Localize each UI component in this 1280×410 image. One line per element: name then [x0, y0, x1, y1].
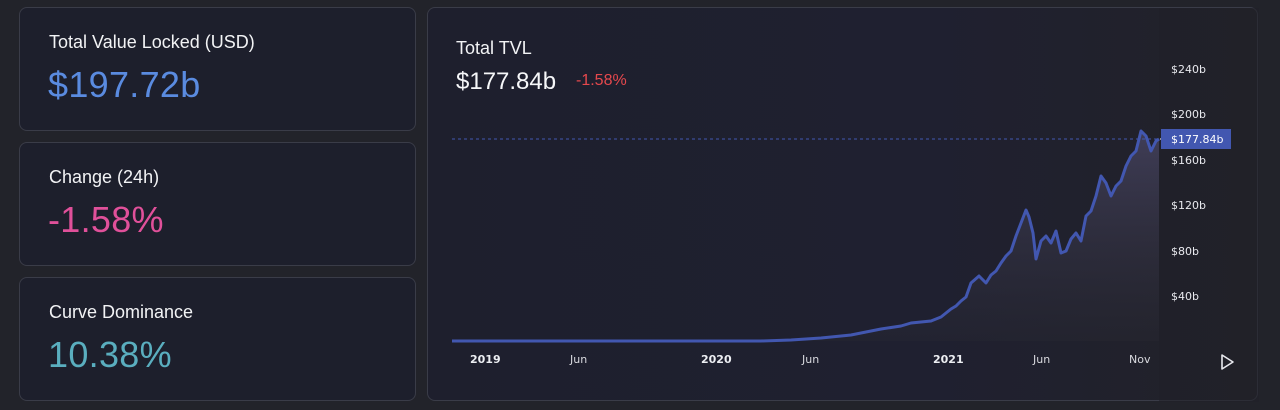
- y-tick-120: $120b: [1171, 199, 1206, 212]
- tvl-label: Total Value Locked (USD): [49, 32, 255, 52]
- y-tick-40: $40b: [1171, 290, 1199, 303]
- current-price-tag: [1161, 129, 1231, 149]
- price-scale-bg: [1159, 8, 1259, 402]
- x-tick-jun-2019: Jun: [569, 353, 587, 366]
- chart-change: -1.58%: [576, 72, 627, 89]
- tvl-chart-card: Total TVL $177.84b -1.58% $240b $200b $1…: [427, 7, 1259, 402]
- play-icon: [1221, 354, 1234, 370]
- x-tick-2020: 2020: [701, 353, 732, 366]
- change-value: -1.58%: [48, 199, 164, 240]
- current-price-tag-label: $177.84b: [1171, 133, 1223, 146]
- chart-title: Total TVL: [456, 38, 532, 58]
- x-tick-jun-2020: Jun: [801, 353, 819, 366]
- y-tick-160: $160b: [1171, 154, 1206, 167]
- change-label: Change (24h): [49, 167, 160, 187]
- dominance-label: Curve Dominance: [49, 302, 194, 322]
- x-tick-jun-2021: Jun: [1032, 353, 1050, 366]
- x-tick-nov-2021: Nov: [1129, 353, 1151, 366]
- y-tick-80: $80b: [1171, 245, 1199, 258]
- tvl-line: [452, 129, 1160, 343]
- chart-current-value: $177.84b: [456, 68, 557, 95]
- x-tick-2021: 2021: [933, 353, 964, 366]
- tvl-area-fill: [452, 131, 1159, 341]
- change-stat-card: Change (24h) -1.58%: [19, 142, 416, 266]
- tvl-area-chart[interactable]: $240b $200b $160b $120b $80b $40b $177.8…: [428, 8, 1259, 402]
- tvl-value: $197.72b: [48, 64, 201, 105]
- y-tick-200: $200b: [1171, 108, 1206, 121]
- dominance-value: 10.38%: [48, 334, 172, 375]
- dominance-stat-card: Curve Dominance 10.38%: [19, 277, 416, 401]
- tvl-stat-card: Total Value Locked (USD) $197.72b: [19, 7, 416, 131]
- x-tick-2019: 2019: [470, 353, 501, 366]
- scroll-to-realtime-button[interactable]: [1217, 351, 1237, 373]
- y-tick-240: $240b: [1171, 63, 1206, 76]
